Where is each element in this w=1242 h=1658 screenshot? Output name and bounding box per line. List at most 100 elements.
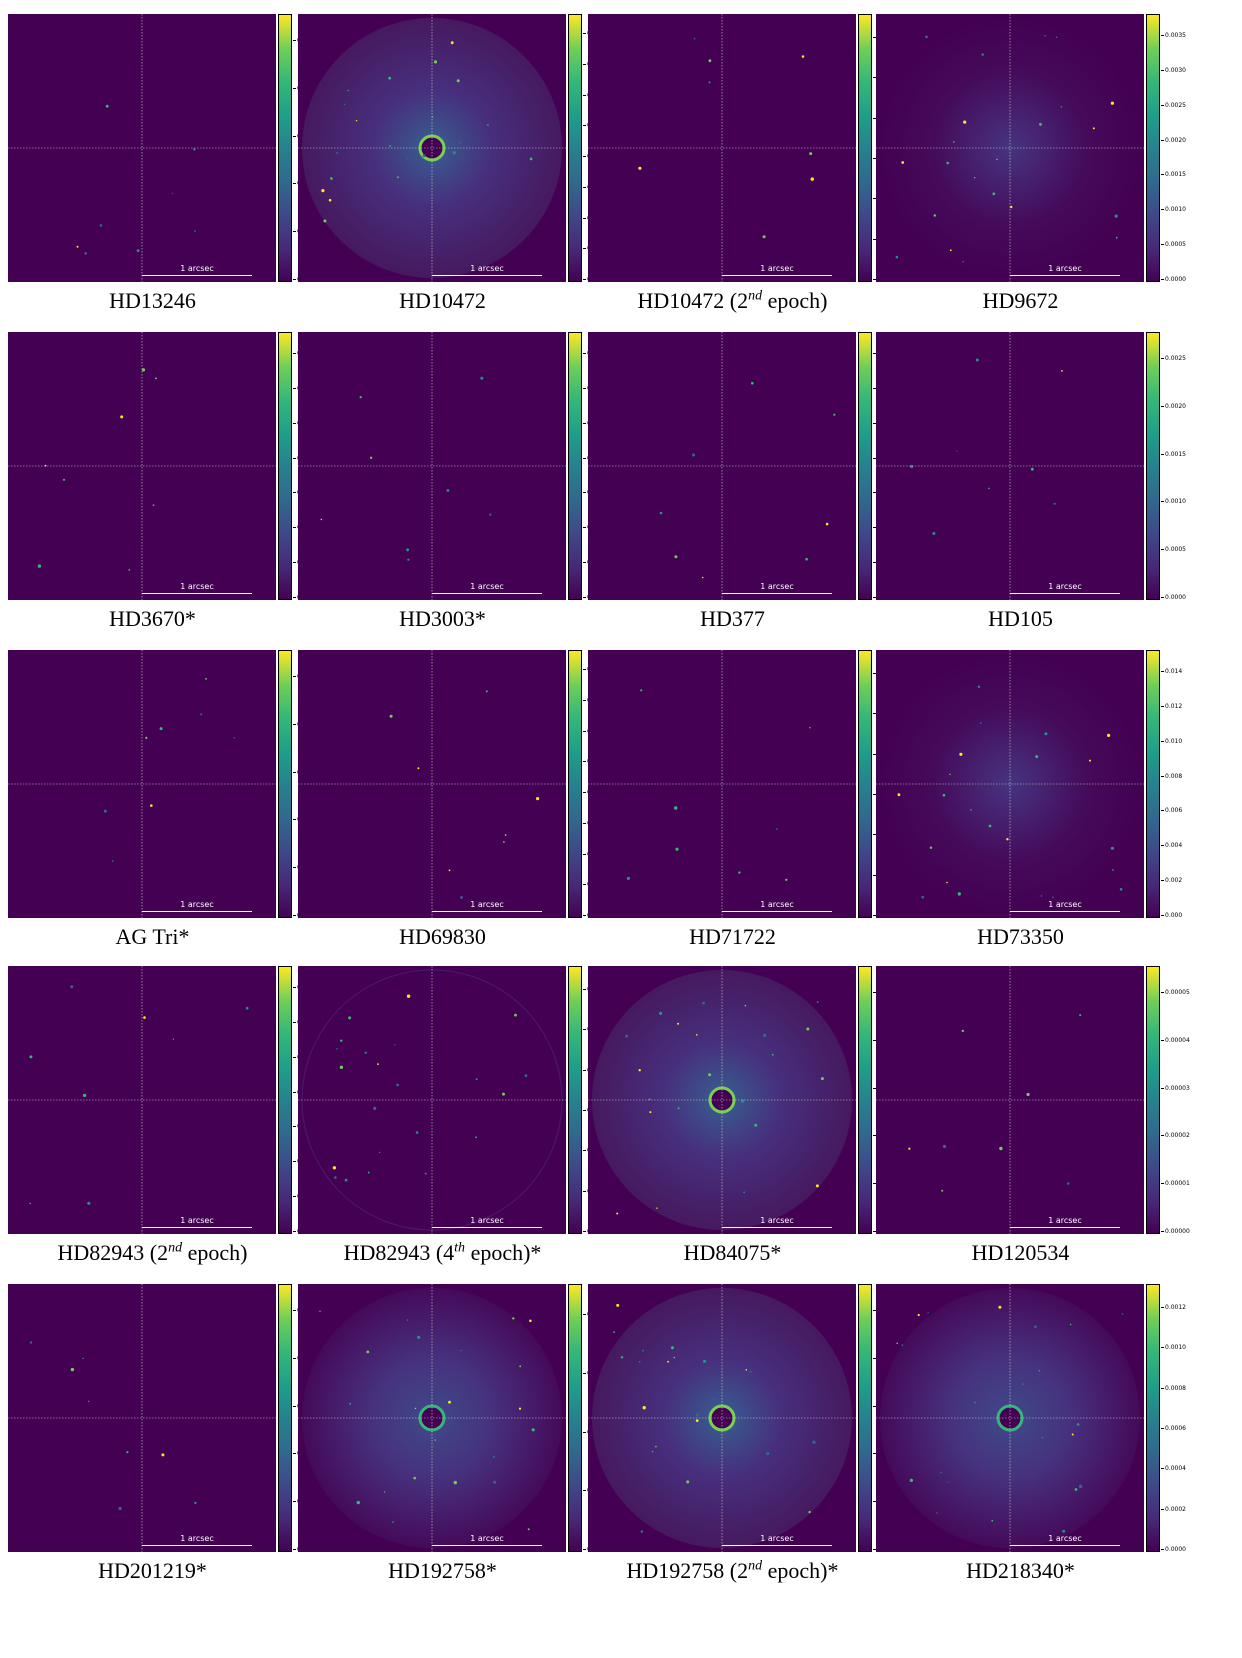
detection-map: 1 arcsec	[8, 1284, 276, 1552]
speckle	[1055, 36, 1058, 38]
coronagraph-mask	[708, 1086, 736, 1114]
speckle	[493, 1480, 497, 1484]
colorbar-tick-label: 0.0030	[1161, 67, 1186, 74]
speckle	[640, 1530, 644, 1533]
speckle	[933, 214, 936, 217]
speckle	[389, 145, 392, 147]
speckle	[518, 1407, 522, 1410]
speckle	[407, 558, 410, 561]
speckle	[417, 1335, 421, 1339]
speckle	[1119, 888, 1123, 891]
speckle	[751, 381, 754, 385]
scale-bar-label: 1 arcsec	[180, 1534, 214, 1543]
speckle	[1079, 1014, 1082, 1017]
speckle	[492, 1455, 495, 1458]
speckle	[489, 513, 492, 516]
speckle	[128, 569, 131, 571]
speckle	[29, 1202, 32, 1205]
colorbar-tick-label: 0.0008	[1161, 1385, 1186, 1392]
speckle	[323, 219, 327, 223]
speckle	[394, 1044, 396, 1046]
colorbar	[858, 650, 872, 918]
coronagraph-mask	[708, 1404, 736, 1432]
speckle	[649, 1111, 652, 1114]
speckle	[456, 79, 460, 83]
colorbar-tick-label: 0.0015	[1161, 172, 1186, 178]
detection-map: 1 arcsec	[876, 650, 1144, 918]
speckle	[1060, 106, 1062, 108]
detection-map-svg	[8, 650, 276, 918]
speckle	[708, 59, 712, 63]
scale-bar-label: 1 arcsec	[180, 264, 214, 273]
speckle	[359, 396, 362, 399]
speckle	[712, 1398, 715, 1401]
speckle	[37, 564, 42, 568]
speckle	[1021, 1383, 1025, 1386]
coronagraph-mask	[418, 134, 446, 162]
speckle	[1062, 1529, 1066, 1533]
speckle	[450, 41, 454, 45]
speckle	[754, 1123, 758, 1127]
speckle	[1114, 214, 1118, 218]
speckle	[1076, 1423, 1080, 1426]
speckle	[373, 1106, 377, 1110]
image-panel: 1 arcsec0.00000.00020.00040.00060.00080.…	[290, 642, 608, 978]
colorbar-tick-label: 0.00000	[1161, 1229, 1190, 1235]
speckle	[344, 1178, 348, 1182]
speckle	[901, 161, 905, 164]
detection-map: 1 arcsec	[588, 14, 856, 282]
speckle	[970, 809, 972, 811]
speckle	[656, 1207, 658, 1209]
detection-map-svg	[8, 14, 276, 282]
speckle	[977, 685, 981, 688]
scale-bar-label: 1 arcsec	[1048, 582, 1082, 591]
scale-bar	[722, 911, 832, 912]
speckle	[414, 1407, 417, 1409]
speckle	[415, 1131, 419, 1134]
panel-caption: HD3670*	[109, 606, 196, 631]
speckle	[833, 413, 836, 416]
speckle	[126, 1451, 129, 1454]
speckle	[356, 1500, 360, 1505]
detection-map: 1 arcsec	[876, 14, 1144, 282]
speckle	[328, 198, 332, 202]
speckle	[996, 158, 998, 160]
panel-caption: HD377	[700, 606, 765, 631]
speckle	[389, 714, 393, 718]
speckle	[652, 1450, 654, 1453]
speckle	[673, 1356, 676, 1359]
speckle	[336, 1048, 338, 1050]
speckle	[674, 555, 678, 559]
scale-bar	[142, 593, 252, 594]
speckle	[200, 713, 203, 716]
scale-bar-label: 1 arcsec	[180, 1216, 214, 1225]
speckle	[1038, 1370, 1041, 1372]
colorbar-tick-label: 0.0025	[1161, 356, 1186, 362]
colorbar-ticks: 0.0000 0.0002 0.0004 0.0006 0.0008 0.0010 0.00…	[1161, 1284, 1221, 1553]
speckle	[1052, 896, 1054, 899]
speckle	[424, 1172, 427, 1175]
colorbar-tick-label: 0.00004	[1161, 1037, 1190, 1044]
speckle	[378, 1151, 381, 1154]
speckle	[708, 81, 711, 84]
panel-caption: HD82943 (4th epoch)*	[343, 1240, 542, 1265]
colorbar-ticks: 0.0000 0.0005 0.0010 0.0015 0.0020 0.0025	[1161, 332, 1221, 601]
speckle	[940, 1471, 943, 1474]
speckle	[908, 1147, 911, 1150]
speckle	[616, 1212, 619, 1215]
detection-map: 1 arcsec	[8, 650, 276, 918]
panel-caption: HD3003*	[399, 606, 486, 631]
panel-caption: HD9672	[982, 288, 1059, 313]
speckle	[377, 1063, 379, 1065]
speckle	[1074, 1488, 1078, 1491]
scale-bar	[142, 275, 252, 276]
speckle	[1034, 1325, 1037, 1328]
speckle	[364, 1051, 367, 1054]
speckle	[1039, 122, 1042, 126]
scale-bar	[142, 911, 252, 912]
detection-map-svg	[588, 966, 856, 1234]
panel-caption: HD120534	[971, 1240, 1070, 1265]
speckle	[988, 824, 992, 828]
colorbar-tick-label: 0.010	[1161, 738, 1182, 745]
speckle	[339, 1065, 344, 1069]
